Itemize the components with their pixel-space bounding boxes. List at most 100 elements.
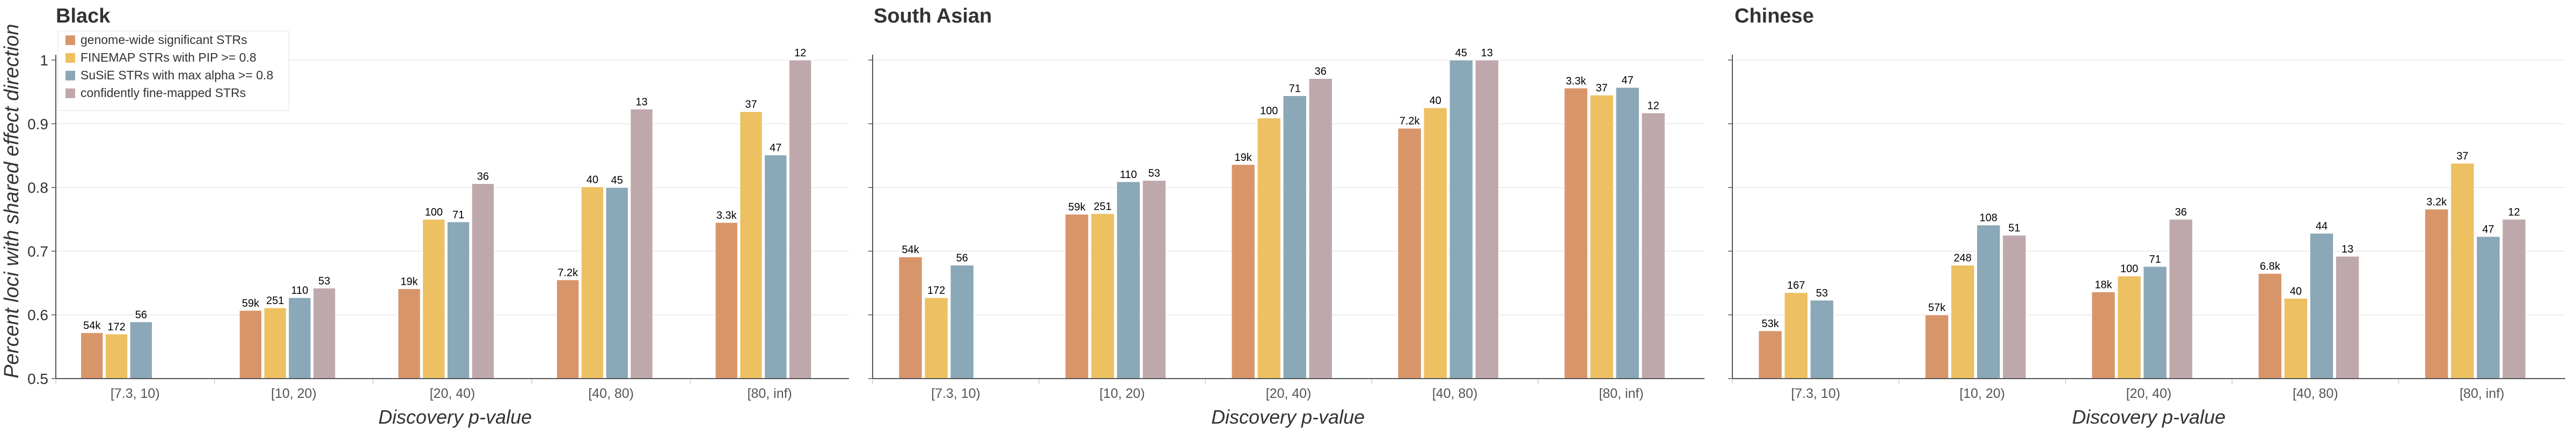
x-tick-label: [80, inf): [2460, 386, 2504, 401]
bar-black-susie-3: [447, 221, 470, 379]
bar-south-asian-susie-3: [1283, 95, 1307, 379]
bar-black-susie-1: [129, 321, 153, 379]
panel-title-south-asian: South Asian: [874, 5, 992, 27]
y-axis-label: Percent loci with shared effect directio…: [1, 24, 23, 378]
data-label: 110: [1120, 169, 1137, 181]
bar-south-asian-genome-wide-4: [1397, 128, 1422, 379]
data-label: 13: [1481, 47, 1493, 59]
bar-south-asian-susie-1: [950, 265, 974, 379]
data-label: 13: [2341, 243, 2353, 255]
panel-chinese: Chinese Discovery p-value 53k 167 53 [7.3, …: [1728, 5, 2565, 428]
x-tick-label: [80, inf): [1599, 386, 1643, 401]
bar-black-finemap-2: [264, 307, 287, 379]
data-label: 56: [956, 253, 968, 264]
bar-south-asian-finemap-1: [924, 297, 948, 379]
data-label: 19k: [400, 276, 418, 287]
bar-south-asian-susie-2: [1116, 181, 1140, 379]
bar-chinese-confident-3: [2169, 219, 2193, 379]
data-label: 40: [1429, 95, 1441, 107]
data-label: 18k: [2095, 279, 2112, 291]
x-axis-label-chinese: Discovery p-value: [2072, 406, 2226, 428]
bar-south-asian-confident-5: [1641, 113, 1665, 379]
x-tick-label: [7.3, 10): [931, 386, 980, 401]
data-label: 100: [1260, 105, 1278, 117]
x-tick-label: [10, 20): [271, 386, 317, 401]
bar-black-genome-wide-5: [715, 222, 738, 379]
bar-black-genome-wide-2: [239, 310, 262, 379]
y-tick-label: 0.8: [27, 180, 48, 196]
bar-black-genome-wide-3: [398, 288, 421, 379]
data-label: 7.2k: [1400, 115, 1421, 127]
bar-south-asian-genome-wide-2: [1065, 213, 1089, 379]
bar-south-asian-finemap-2: [1091, 213, 1115, 379]
data-label: 3.3k: [716, 210, 737, 221]
data-label: 45: [1455, 47, 1467, 59]
bar-chinese-genome-wide-2: [1924, 314, 1949, 379]
data-label: 57k: [1928, 302, 1946, 314]
legend-box: [57, 31, 289, 111]
x-tick-label: [7.3, 10): [111, 386, 160, 401]
bar-black-susie-2: [288, 297, 311, 379]
bar-chinese-confident-4: [2335, 256, 2360, 379]
data-label: 71: [2149, 254, 2161, 265]
data-label: 44: [2316, 220, 2328, 232]
x-tick-label: [40, 80): [588, 386, 634, 401]
x-tick-label: [40, 80): [1432, 386, 1478, 401]
bar-chinese-genome-wide-5: [2424, 209, 2449, 379]
x-axis-label-south-asian: Discovery p-value: [1211, 406, 1365, 428]
x-tick-label: [20, 40): [430, 386, 475, 401]
data-label: 19k: [1234, 152, 1252, 164]
data-label: 37: [1596, 82, 1607, 94]
data-label: 36: [2175, 206, 2187, 218]
data-label: 51: [2008, 223, 2020, 234]
bar-chinese-susie-2: [1977, 225, 2001, 379]
legend-swatch-susie: [65, 71, 75, 80]
data-label: 54k: [83, 320, 101, 331]
bar-chinese-susie-1: [1810, 300, 1834, 379]
bar-south-asian-susie-4: [1449, 60, 1473, 379]
data-label: 172: [107, 321, 125, 333]
bar-south-asian-finemap-5: [1590, 94, 1614, 379]
legend-label-genome-wide: genome-wide significant STRs: [80, 33, 247, 47]
legend-label-finemap: FINEMAP STRs with PIP >= 0.8: [80, 50, 257, 64]
bar-south-asian-genome-wide-5: [1564, 87, 1588, 379]
legend-swatch-confident: [65, 88, 75, 98]
legend-label-susie: SuSiE STRs with max alpha >= 0.8: [80, 68, 273, 82]
data-label: 53: [318, 275, 330, 287]
data-label: 12: [794, 47, 806, 59]
bar-south-asian-confident-3: [1308, 78, 1333, 379]
bar-south-asian-genome-wide-1: [898, 256, 923, 379]
y-tick-label: 0.9: [27, 116, 48, 132]
panel-south-asian: South Asian Discovery p-value 54k 172 56 [7…: [868, 5, 1704, 428]
bar-chinese-finemap-4: [2284, 298, 2308, 379]
bar-black-finemap-5: [740, 111, 763, 379]
data-label: 248: [1953, 253, 1971, 264]
data-label: 40: [2290, 285, 2302, 297]
data-label: 13: [635, 96, 647, 108]
bar-black-confident-2: [313, 287, 336, 379]
legend-swatch-finemap: [65, 53, 75, 63]
bar-black-confident-4: [630, 108, 653, 379]
x-tick-label: [40, 80): [2293, 386, 2338, 401]
x-tick-label: [20, 40): [2126, 386, 2172, 401]
y-tick-label: 0.7: [27, 243, 48, 260]
bar-chinese-confident-5: [2502, 219, 2526, 379]
bar-south-asian-finemap-4: [1423, 107, 1447, 379]
data-label: 47: [1622, 75, 1634, 86]
bar-black-finemap-1: [105, 334, 128, 379]
data-label: 47: [2482, 224, 2494, 235]
bar-black-susie-5: [764, 154, 787, 379]
bar-black-confident-3: [471, 183, 495, 379]
bar-chinese-susie-4: [2309, 233, 2334, 379]
legend: genome-wide significant STRs FINEMAP STR…: [57, 31, 289, 111]
bar-black-confident-5: [788, 60, 812, 379]
data-label: 40: [587, 174, 598, 186]
bar-chinese-finemap-1: [1784, 292, 1808, 379]
data-label: 6.8k: [2260, 261, 2281, 272]
x-tick-label: [80, inf): [748, 386, 792, 401]
bar-black-genome-wide-1: [80, 332, 104, 379]
legend-label-confident: confidently fine-mapped STRs: [80, 86, 246, 100]
data-label: 108: [1980, 212, 1997, 224]
x-tick-label: [7.3, 10): [1791, 386, 1840, 401]
